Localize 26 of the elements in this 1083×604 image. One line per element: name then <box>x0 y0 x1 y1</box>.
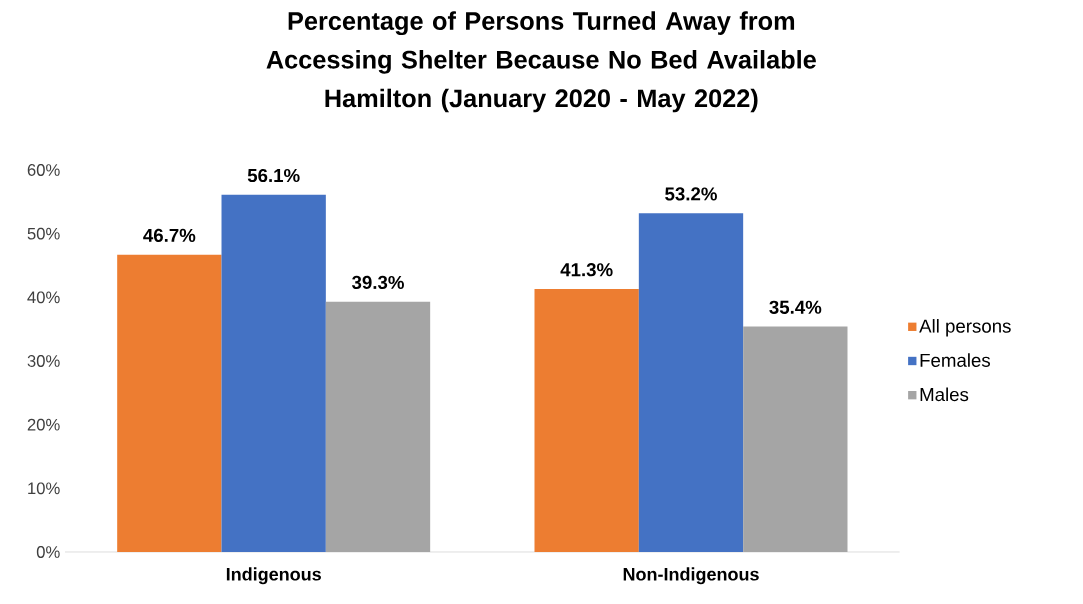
data-label: 41.3% <box>560 263 613 277</box>
y-tick-label: 20% <box>27 418 60 431</box>
data-label: 46.7% <box>143 228 196 242</box>
data-label: 56.1% <box>247 168 300 183</box>
y-tick-label: 30% <box>27 355 60 367</box>
bar <box>638 213 744 552</box>
bar <box>743 326 848 552</box>
legend-label: Males <box>920 387 969 402</box>
data-label: 39.3% <box>351 275 404 290</box>
chart-subtitle: Hamilton (January 2020 - May 2022) <box>325 88 758 113</box>
legend-label: All persons <box>919 319 1011 337</box>
y-tick-label: 50% <box>27 227 60 240</box>
bar <box>117 254 222 552</box>
y-tick-label: 0% <box>36 546 60 558</box>
bar <box>221 194 326 552</box>
legend-label: Females <box>920 353 991 367</box>
data-label: 35.4% <box>769 300 822 314</box>
y-tick-label: 40% <box>27 291 60 304</box>
chart-title: Percentage of Persons Turned Away from Accessing Shelter Because No Bed Available <box>266 11 816 74</box>
y-tick-label: 10% <box>28 482 60 495</box>
bar <box>325 301 431 552</box>
x-tick-label: Indigenous <box>226 567 321 585</box>
data-label: 53.2% <box>665 187 717 201</box>
bar <box>534 289 639 552</box>
y-tick-label: 60% <box>27 164 60 176</box>
x-tick-label: Non-Indigenous <box>623 567 759 585</box>
